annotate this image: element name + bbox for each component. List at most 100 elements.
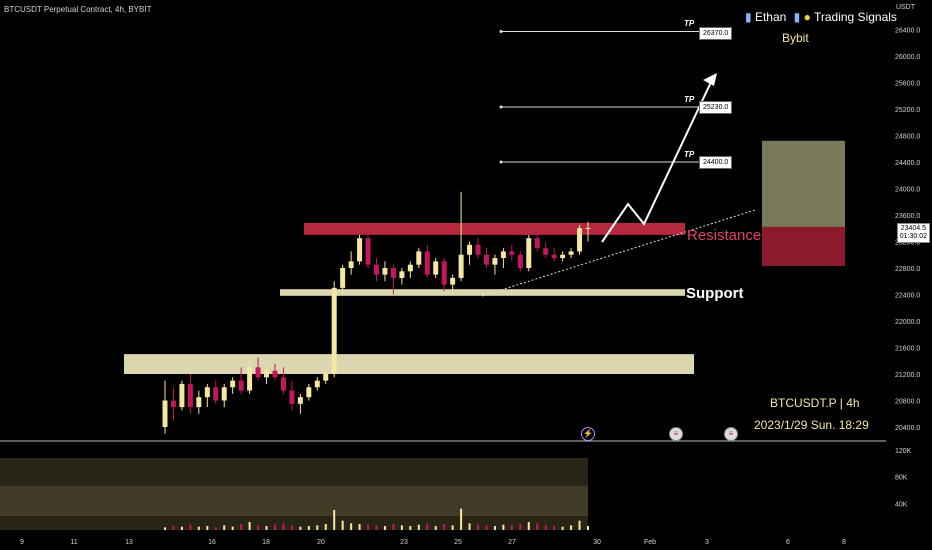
candle-body xyxy=(170,400,176,408)
candle-body xyxy=(162,400,168,427)
candle-body xyxy=(280,377,286,391)
volume-bar xyxy=(375,525,378,530)
volume-bar xyxy=(341,520,344,530)
bar-countdown: 01:30:02 xyxy=(899,233,927,240)
volume-bar xyxy=(544,525,547,530)
flag-icon: ▮ xyxy=(745,10,752,24)
volume-bar xyxy=(536,523,539,530)
y-tick-label: 24800.0 xyxy=(895,134,920,141)
volume-band-inner xyxy=(0,486,588,516)
brand-watermark: ▮ Ethan ▮ ● Trading Signals xyxy=(745,10,897,24)
brand-name: Ethan xyxy=(754,10,787,24)
us-flag-event-icon[interactable]: ≡ xyxy=(669,427,683,441)
volume-bar xyxy=(400,525,403,530)
tp-level-3[interactable]: 24400.0 xyxy=(699,156,733,169)
resistance-zone xyxy=(304,222,685,235)
y-tick-label: 23600.0 xyxy=(895,213,920,220)
candle-body xyxy=(509,251,515,255)
volume-bar xyxy=(493,526,496,530)
volume-bar xyxy=(477,524,480,530)
us-flag-event-icon-2[interactable]: ≡ xyxy=(724,427,738,441)
last-price-label[interactable]: 23404.5 01:30:02 xyxy=(896,223,930,243)
volume-bar xyxy=(426,523,429,530)
candle-body xyxy=(221,387,227,401)
y-tick-label: 23200.0 xyxy=(895,240,920,247)
tp-tag-1: TP xyxy=(684,19,695,28)
candle-body xyxy=(543,248,549,255)
volume-bar xyxy=(443,524,446,530)
candle-body xyxy=(492,258,498,265)
volume-bar xyxy=(290,525,293,530)
tp-level-2[interactable]: 25230.0 xyxy=(699,101,733,114)
y-tick-label: 22400.0 xyxy=(895,293,920,300)
volume-bar xyxy=(248,522,251,530)
candle-body xyxy=(517,254,523,268)
lightning-event-icon[interactable]: ⚡ xyxy=(581,427,595,441)
volume-bar xyxy=(578,520,581,530)
candle-body xyxy=(230,380,236,388)
candle-body xyxy=(247,367,253,391)
last-price: 23404.5 xyxy=(900,225,927,232)
volume-bar xyxy=(231,526,234,530)
x-tick-label: 3 xyxy=(705,539,709,546)
candle-body xyxy=(441,261,447,285)
x-tick-label: 27 xyxy=(508,539,516,546)
candle-body xyxy=(179,383,185,408)
datetime-label: 2023/1/29 Sun. 18:29 xyxy=(754,418,869,432)
candle-body xyxy=(382,268,388,275)
projection-arrowhead xyxy=(703,73,717,86)
volume-bar xyxy=(240,524,243,530)
candle-body xyxy=(255,367,261,378)
volume-bar xyxy=(282,523,285,530)
candle-body xyxy=(390,268,396,278)
volume-bar xyxy=(510,525,513,530)
volume-bar xyxy=(468,523,471,530)
tp-level-1[interactable]: 26370.0 xyxy=(699,27,733,40)
candle-body xyxy=(467,244,473,255)
volume-bar xyxy=(206,526,209,530)
candle-body xyxy=(196,397,202,408)
volume-bar xyxy=(257,525,260,530)
volume-bar xyxy=(587,526,589,530)
volume-bar xyxy=(409,526,412,530)
candle-body xyxy=(365,238,371,265)
chart-title: BTCUSDT Perpetual Contract, 4h, BYBIT xyxy=(4,5,152,14)
candle-body xyxy=(568,251,574,255)
volume-tick-label: 80K xyxy=(895,475,908,482)
y-tick-label: 22000.0 xyxy=(895,319,920,326)
candle-body xyxy=(374,264,379,275)
volume-bar xyxy=(358,524,361,530)
volume-bar xyxy=(265,526,268,530)
volume-bar xyxy=(519,524,522,530)
candle-body xyxy=(272,370,278,378)
volume-bar xyxy=(383,526,386,530)
y-tick-label: 22800.0 xyxy=(895,266,920,273)
x-tick-label: 8 xyxy=(842,539,846,546)
x-tick-label: 6 xyxy=(786,539,790,546)
y-tick-label: 25600.0 xyxy=(895,81,920,88)
y-tick-label: 24000.0 xyxy=(895,187,920,194)
symbol-timeframe: BTCUSDT.P | 4h xyxy=(770,396,860,410)
candle-body xyxy=(483,254,489,265)
support-zone xyxy=(280,289,685,296)
sun-icon: ● xyxy=(803,10,811,24)
volume-bar xyxy=(570,525,573,530)
volume-bar xyxy=(299,526,302,530)
candle-body xyxy=(560,254,566,259)
candle-body xyxy=(306,387,312,398)
resistance-label: Resistance xyxy=(687,227,762,244)
candle-body xyxy=(238,380,244,391)
volume-bar xyxy=(460,508,463,530)
candle-body xyxy=(213,387,219,401)
volume-bar xyxy=(223,525,226,530)
volume-bar xyxy=(417,524,420,530)
y-tick-label: 20400.0 xyxy=(895,425,920,432)
tp-line-dot xyxy=(499,160,503,164)
x-tick-label: 13 xyxy=(125,539,133,546)
volume-bar xyxy=(307,526,310,530)
volume-bar xyxy=(316,525,319,530)
volume-bar xyxy=(197,526,200,530)
candle-body xyxy=(264,370,270,378)
volume-bar xyxy=(553,526,556,530)
